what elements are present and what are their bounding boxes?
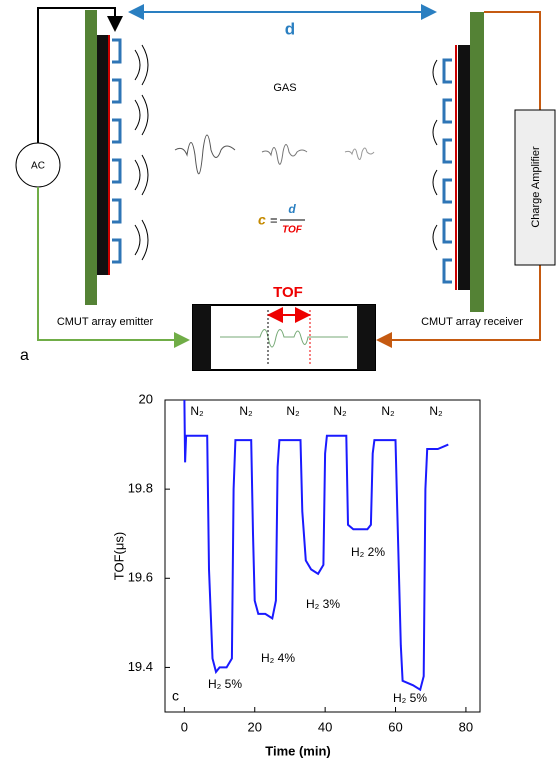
y-tick-label: 19.4 [128, 659, 153, 674]
emitter-plate [85, 10, 97, 305]
y-tick-label: 19.8 [128, 481, 153, 496]
box-end [357, 305, 375, 370]
formula-d: d [288, 202, 296, 216]
chart: Time (min) TOF(μs) c 0 20 40 60 80 19.4 19.6 19… [111, 391, 481, 758]
plot-frame [164, 399, 481, 713]
signal [220, 329, 348, 348]
waves [134, 44, 149, 261]
waves [432, 59, 438, 251]
wavelet [174, 134, 236, 175]
annotation: N₂ [333, 404, 347, 418]
wavelet [344, 147, 375, 160]
annotation: H₂ 3% [306, 597, 340, 611]
tof-label: TOF [273, 284, 303, 301]
annotation: N₂ [429, 404, 443, 418]
annotation: H₂ 2% [351, 545, 385, 559]
y-axis-label: TOF(μs) [111, 532, 126, 580]
wire [37, 7, 123, 143]
ac-label: AC [31, 161, 45, 172]
annotation: N₂ [239, 404, 253, 418]
annotation: N₂ [190, 404, 204, 418]
formula-eq: = [270, 212, 278, 227]
annotation: H₂ 5% [208, 677, 242, 691]
panel-label: c [172, 688, 179, 704]
x-tick-label: 0 [181, 719, 188, 734]
annotation: H₂ 4% [261, 651, 295, 665]
x-axis-label: Time (min) [265, 743, 331, 758]
y-tick-label: 20 [139, 391, 153, 406]
distance-label: d [285, 19, 295, 38]
cmut-cells [112, 38, 122, 264]
amplifier-box [514, 109, 556, 266]
x-tick-label: 60 [388, 719, 402, 734]
x-tick-label: 80 [459, 719, 473, 734]
wire [380, 11, 541, 340]
annotation: H₂ 5% [393, 691, 427, 705]
formula-c: c [258, 212, 266, 228]
x-tick-label: 40 [318, 719, 332, 734]
y-tick-label: 19.6 [128, 570, 153, 585]
receiver-label: CMUT array receiver [421, 316, 523, 328]
box-end [193, 305, 211, 370]
panel-label: a [20, 347, 29, 364]
wavelet [261, 144, 308, 165]
data-line [183, 399, 449, 692]
amplifier-label: Charge Amplifier [530, 146, 542, 228]
annotation: N₂ [286, 404, 300, 418]
emitter-label: CMUT array emitter [57, 316, 154, 328]
annotation: N₂ [381, 404, 395, 418]
medium-label: GAS [273, 82, 296, 94]
receiver-block [458, 45, 470, 290]
receiver-plate [470, 12, 484, 312]
formula-tof: TOF [282, 225, 303, 236]
x-tick-label: 20 [248, 719, 262, 734]
emitter-block [97, 35, 108, 275]
cmut-cells [442, 58, 452, 284]
diagram: AC d GAS c = d TOF Charge Amplifier TO [15, 4, 556, 371]
wire [37, 187, 190, 348]
